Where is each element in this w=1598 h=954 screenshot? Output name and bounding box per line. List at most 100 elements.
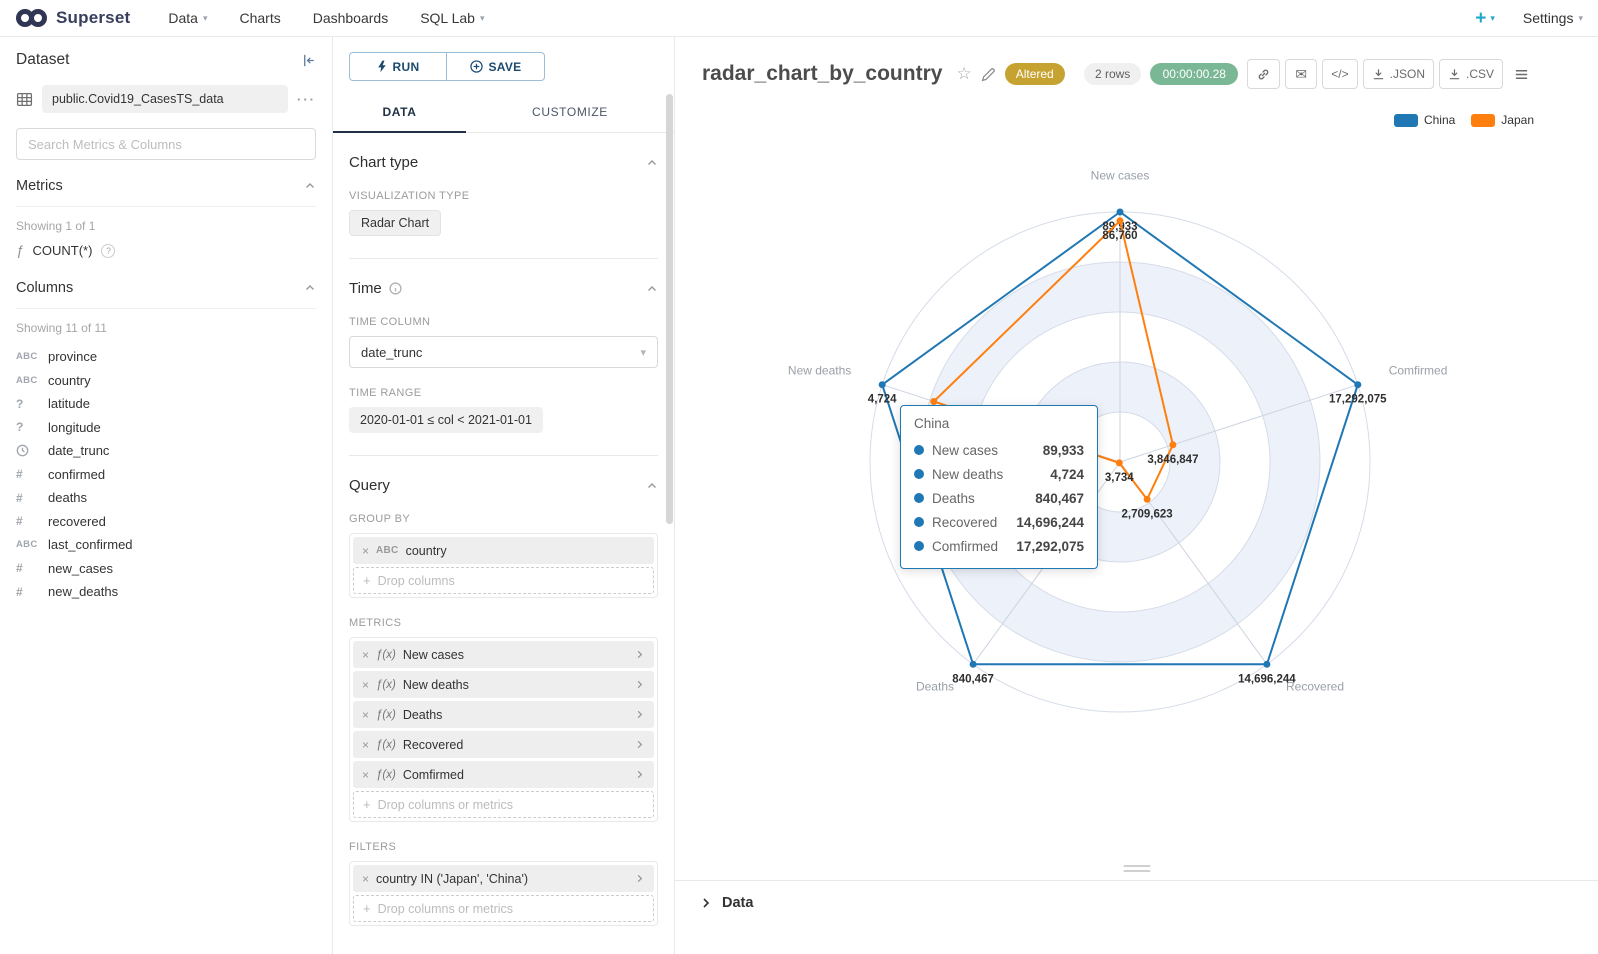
- svg-text:14,696,244: 14,696,244: [1238, 673, 1296, 685]
- viz-type-label: VISUALIZATION TYPE: [349, 190, 470, 202]
- star-icon[interactable]: ☆: [956, 64, 972, 83]
- remove-icon[interactable]: ×: [362, 871, 370, 886]
- remove-icon[interactable]: ×: [362, 543, 370, 558]
- column-item[interactable]: date_trunc: [16, 439, 316, 463]
- query-header[interactable]: Query: [349, 477, 658, 494]
- column-item[interactable]: # new_cases: [16, 557, 316, 581]
- embed-email-button[interactable]: ✉: [1285, 59, 1318, 89]
- altered-badge[interactable]: Altered: [1004, 63, 1065, 85]
- settings-label: Settings: [1522, 10, 1574, 26]
- metrics-title: Metrics: [16, 178, 63, 194]
- run-button[interactable]: RUN: [349, 52, 447, 81]
- metrics-section-header[interactable]: Metrics: [16, 160, 316, 207]
- drop-columns-or-metrics-zone[interactable]: + Drop columns or metrics: [353, 895, 654, 922]
- hamburger-icon: [1515, 69, 1527, 79]
- chevron-right-icon[interactable]: [634, 739, 645, 750]
- remove-icon[interactable]: ×: [362, 737, 370, 752]
- metric-chip[interactable]: × ƒ(x) Recovered: [353, 731, 654, 758]
- group-by-chip[interactable]: × ABC country: [353, 537, 654, 564]
- remove-icon[interactable]: ×: [362, 677, 370, 692]
- nav-label: Data: [168, 10, 198, 26]
- add-new-button[interactable]: + ▾: [1475, 9, 1495, 28]
- nav-item-data[interactable]: Data ▾: [168, 10, 207, 26]
- time-range-pill[interactable]: 2020-01-01 ≤ col < 2021-01-01: [349, 407, 543, 433]
- section-title: Query: [349, 477, 390, 494]
- chevron-up-icon[interactable]: [646, 283, 658, 295]
- resize-handle[interactable]: [1123, 865, 1150, 872]
- tab-customize[interactable]: CUSTOMIZE: [532, 105, 608, 119]
- drop-zone-label: Drop columns or metrics: [377, 797, 514, 812]
- superset-logo[interactable]: Superset: [15, 8, 130, 28]
- column-item[interactable]: # confirmed: [16, 463, 316, 487]
- nav-item-dashboards[interactable]: Dashboards: [313, 10, 389, 26]
- metric-chip[interactable]: × ƒ(x) New deaths: [353, 671, 654, 698]
- metric-chip[interactable]: × ƒ(x) Deaths: [353, 701, 654, 728]
- tab-data[interactable]: DATA: [333, 94, 466, 133]
- nav-item-sql-lab[interactable]: SQL Lab ▾: [420, 10, 484, 26]
- edit-icon[interactable]: [981, 67, 996, 82]
- share-link-button[interactable]: [1247, 59, 1281, 89]
- legend-item-japan[interactable]: Japan: [1471, 113, 1534, 127]
- more-options-icon[interactable]: ···: [297, 91, 316, 107]
- nav-item-charts[interactable]: Charts: [239, 10, 280, 26]
- legend-item-china[interactable]: China: [1393, 113, 1455, 127]
- column-item[interactable]: # recovered: [16, 510, 316, 534]
- function-icon: ƒ(x): [376, 738, 396, 751]
- column-item[interactable]: ? longitude: [16, 416, 316, 440]
- columns-title: Columns: [16, 280, 74, 296]
- more-menu-button[interactable]: [1508, 59, 1534, 89]
- chevron-right-icon[interactable]: [634, 709, 645, 720]
- chevron-up-icon[interactable]: [304, 282, 316, 294]
- column-item[interactable]: ? latitude: [16, 392, 316, 416]
- filter-chip[interactable]: × country IN ('Japan', 'China'): [353, 865, 654, 892]
- chip-label: New cases: [402, 647, 464, 662]
- search-metrics-input[interactable]: [16, 128, 316, 160]
- chart-type-header[interactable]: Chart type: [349, 154, 658, 171]
- help-icon[interactable]: ?: [101, 243, 116, 258]
- export-json-button[interactable]: .JSON: [1362, 59, 1434, 89]
- remove-icon[interactable]: ×: [362, 707, 370, 722]
- time-header[interactable]: Time: [349, 280, 658, 297]
- save-button[interactable]: SAVE: [447, 52, 545, 81]
- data-panel-toggle[interactable]: Data: [700, 895, 1573, 911]
- remove-icon[interactable]: ×: [362, 767, 370, 782]
- chevron-right-icon: [703, 898, 710, 908]
- metric-item[interactable]: ƒ COUNT(*) ?: [16, 243, 316, 258]
- column-item[interactable]: # deaths: [16, 486, 316, 510]
- dataset-name[interactable]: public.Covid19_CasesTS_data: [42, 85, 288, 113]
- section-chart-type: Chart type VISUALIZATION TYPE Radar Char…: [349, 133, 658, 259]
- remove-icon[interactable]: ×: [362, 647, 370, 662]
- scrollbar-thumb[interactable]: [666, 94, 673, 524]
- info-icon[interactable]: [389, 282, 402, 295]
- group-by-control: × ABC country + Drop columns: [349, 533, 658, 598]
- drop-columns-zone[interactable]: + Drop columns: [353, 567, 654, 594]
- chevron-up-icon[interactable]: [646, 157, 658, 169]
- chevron-right-icon[interactable]: [634, 649, 645, 660]
- export-csv-button[interactable]: .CSV: [1438, 59, 1503, 89]
- column-item[interactable]: ABC country: [16, 369, 316, 393]
- navbar-right: + ▾ Settings ▾: [1475, 9, 1583, 28]
- chevron-up-icon[interactable]: [646, 480, 658, 492]
- chart-controls-panel: RUN SAVE DATA CUSTOMIZE Chart type VISUA…: [333, 37, 675, 954]
- column-item[interactable]: ABC province: [16, 345, 316, 369]
- metric-chip[interactable]: × ƒ(x) Comfirmed: [353, 761, 654, 788]
- radar-chart[interactable]: New cases New deaths Deaths Recovered Comfir…: [675, 37, 1598, 880]
- collapse-panel-icon[interactable]: [301, 53, 316, 68]
- chevron-right-icon[interactable]: [634, 679, 645, 690]
- tooltip-value: 17,292,075: [1016, 538, 1084, 554]
- chevron-right-icon[interactable]: [634, 873, 645, 884]
- columns-section-header[interactable]: Columns: [16, 262, 316, 309]
- column-item[interactable]: ABC last_confirmed: [16, 533, 316, 557]
- embed-code-button[interactable]: </>: [1322, 59, 1358, 89]
- drop-columns-or-metrics-zone[interactable]: + Drop columns or metrics: [353, 791, 654, 818]
- clock-icon: [16, 444, 48, 457]
- time-column-select[interactable]: date_trunc ▾: [349, 336, 658, 368]
- column-item[interactable]: # new_deaths: [16, 580, 316, 604]
- chart-panel: New cases New deaths Deaths Recovered Comfir…: [675, 37, 1598, 954]
- viz-type-pill[interactable]: Radar Chart: [349, 210, 442, 236]
- chevron-right-icon[interactable]: [634, 769, 645, 780]
- chevron-up-icon[interactable]: [304, 180, 316, 192]
- metric-chip[interactable]: × ƒ(x) New cases: [353, 641, 654, 668]
- svg-text:New deaths: New deaths: [788, 364, 851, 378]
- settings-menu[interactable]: Settings ▾: [1523, 10, 1583, 26]
